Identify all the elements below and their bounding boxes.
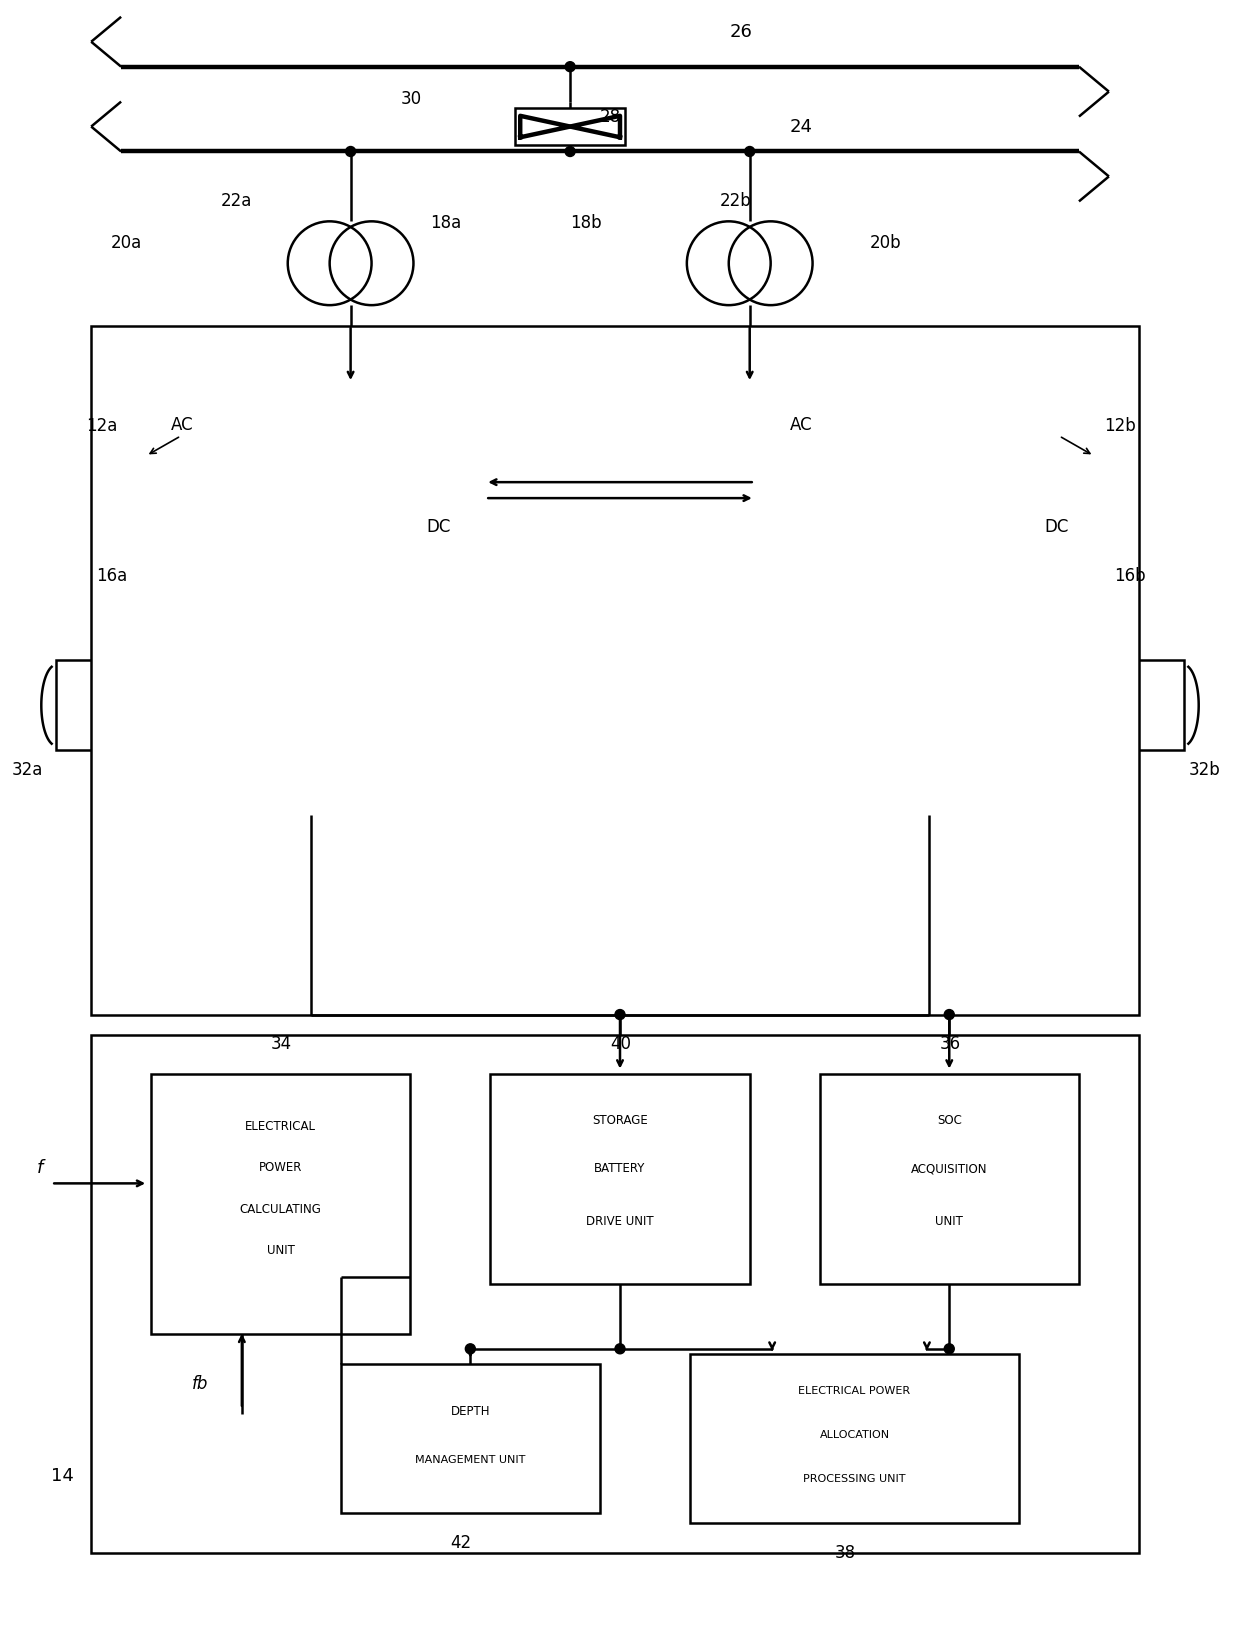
Bar (341, 1364, 600, 1514)
Text: BATTERY: BATTERY (594, 1162, 646, 1176)
Circle shape (945, 1344, 955, 1354)
Text: 28: 28 (600, 108, 621, 126)
Bar (1118, 661, 1184, 750)
Text: 24: 24 (790, 118, 812, 136)
Text: CALCULATING: CALCULATING (239, 1203, 321, 1216)
Text: 12b: 12b (1104, 417, 1136, 435)
Text: 40: 40 (610, 1035, 631, 1053)
Bar (56, 661, 122, 750)
Text: 18b: 18b (570, 214, 601, 232)
Text: SOC: SOC (937, 1113, 962, 1127)
Text: 42: 42 (450, 1534, 471, 1552)
Text: POWER: POWER (259, 1161, 303, 1174)
Text: 36: 36 (939, 1035, 961, 1053)
Text: 26: 26 (730, 23, 753, 41)
Text: STORAGE: STORAGE (593, 1113, 647, 1127)
Bar (92, 1035, 1138, 1553)
Text: DC: DC (427, 518, 450, 536)
Text: 20a: 20a (112, 234, 143, 252)
Circle shape (615, 1009, 625, 1020)
Circle shape (465, 1344, 475, 1354)
Text: DRIVE UNIT: DRIVE UNIT (587, 1215, 653, 1228)
Bar (92, 325, 1138, 1015)
Bar (490, 1074, 750, 1283)
Bar (151, 1074, 410, 1334)
Bar (760, 386, 1099, 566)
Bar (820, 1074, 1079, 1283)
Circle shape (565, 62, 575, 72)
Bar (141, 386, 480, 566)
Circle shape (565, 147, 575, 157)
Text: 22b: 22b (719, 193, 751, 211)
Text: ALLOCATION: ALLOCATION (820, 1431, 889, 1440)
Bar (516, 108, 625, 146)
Text: 20b: 20b (869, 234, 901, 252)
Text: UNIT: UNIT (267, 1244, 295, 1257)
Circle shape (745, 147, 755, 157)
Circle shape (615, 1344, 625, 1354)
Text: ACQUISITION: ACQUISITION (911, 1162, 987, 1176)
Text: AC: AC (790, 415, 812, 433)
Text: 32a: 32a (11, 762, 42, 780)
Text: UNIT: UNIT (935, 1215, 963, 1228)
Text: DC: DC (1044, 518, 1069, 536)
Text: 22a: 22a (221, 193, 252, 211)
Text: ELECTRICAL: ELECTRICAL (246, 1120, 316, 1133)
Text: 14: 14 (51, 1467, 74, 1485)
Bar (760, 595, 1099, 814)
Text: 34: 34 (270, 1035, 291, 1053)
Text: DEPTH: DEPTH (450, 1404, 490, 1418)
Bar (141, 595, 480, 814)
Text: AC: AC (171, 415, 193, 433)
Text: 12a: 12a (87, 417, 118, 435)
Text: 18a: 18a (430, 214, 461, 232)
Text: ELECTRICAL POWER: ELECTRICAL POWER (799, 1386, 910, 1396)
Polygon shape (521, 116, 570, 137)
Text: f: f (36, 1159, 42, 1177)
Text: 16a: 16a (97, 567, 128, 585)
Text: PROCESSING UNIT: PROCESSING UNIT (804, 1475, 905, 1485)
Bar (689, 1354, 1019, 1524)
Text: 38: 38 (835, 1545, 856, 1563)
Text: MANAGEMENT UNIT: MANAGEMENT UNIT (415, 1455, 526, 1465)
Circle shape (945, 1009, 955, 1020)
Circle shape (346, 147, 356, 157)
Text: 30: 30 (401, 90, 422, 108)
Text: 16b: 16b (1114, 567, 1146, 585)
Text: 32b: 32b (1189, 762, 1220, 780)
Polygon shape (570, 116, 620, 137)
Text: fb: fb (192, 1375, 208, 1393)
